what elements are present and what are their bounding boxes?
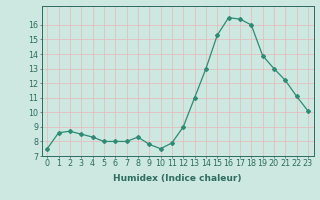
X-axis label: Humidex (Indice chaleur): Humidex (Indice chaleur) — [113, 174, 242, 183]
